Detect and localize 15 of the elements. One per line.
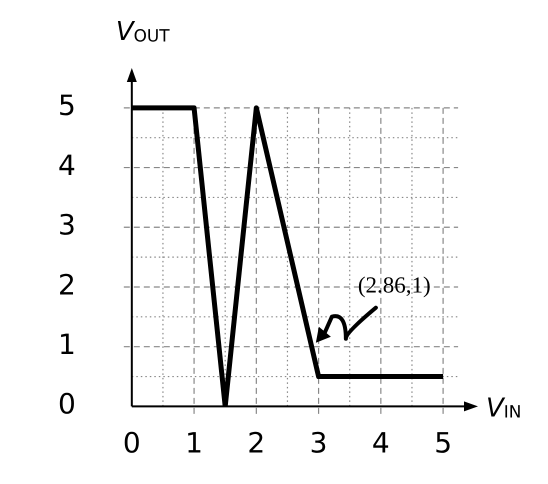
annotation: (2.86,1) — [358, 272, 431, 298]
x-axis-title: VIN — [486, 393, 522, 424]
y-tick-label: 3 — [58, 208, 76, 242]
x-tick-label: 3 — [310, 426, 328, 460]
x-tick-label: 0 — [122, 426, 141, 460]
y-tick-label: 5 — [58, 89, 76, 122]
x-tick-label: 5 — [434, 426, 452, 460]
x-tick-label: 1 — [185, 426, 203, 460]
x-tick-label: 2 — [247, 426, 266, 460]
x-tick-label: 4 — [372, 426, 390, 460]
y-tick-label: 2 — [58, 268, 76, 302]
y-tick-label: 1 — [58, 328, 76, 361]
y-tick-label: 4 — [58, 148, 76, 182]
y-axis-title: VOUT — [116, 17, 170, 47]
y-tick-label: 0 — [58, 388, 76, 421]
